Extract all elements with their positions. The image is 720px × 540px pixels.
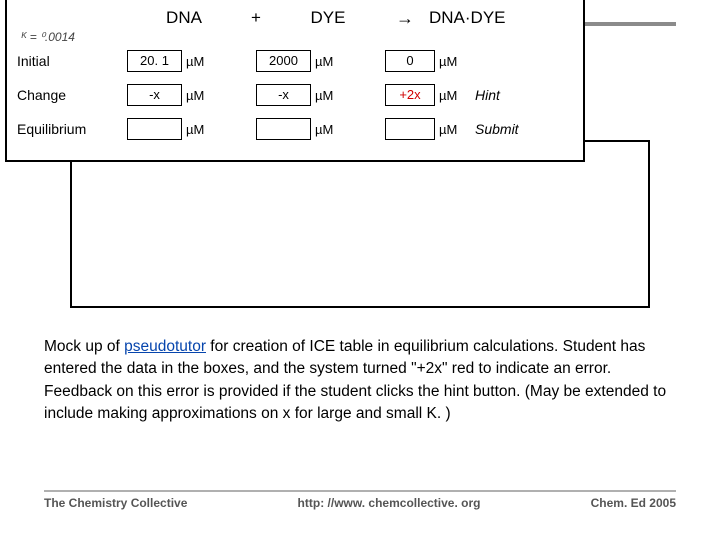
cell-change-c[interactable]: +2x: [385, 84, 435, 106]
arrow-icon: →: [385, 8, 425, 29]
cell-change-a[interactable]: -x: [127, 84, 182, 106]
species-product: DNA·DYE: [425, 8, 589, 28]
submit-button[interactable]: Submit: [469, 121, 539, 137]
k-value: ᴷ = ⁰.0014: [21, 30, 75, 44]
ice-table-shadow: [70, 140, 650, 308]
caption-link[interactable]: pseudotutor: [124, 338, 206, 355]
unit: µM: [311, 54, 345, 69]
unit: µM: [311, 122, 345, 137]
row-change: Change -x µM -x µM +2x µM Hint: [17, 80, 573, 110]
cell-initial-a[interactable]: 20. 1: [127, 50, 182, 72]
cell-initial-b[interactable]: 2000: [256, 50, 311, 72]
unit: µM: [182, 122, 216, 137]
unit: µM: [435, 54, 469, 69]
cell-eq-b[interactable]: [256, 118, 311, 140]
ice-table: DNA + DYE → DNA·DYE ᴷ = ⁰.0014 Initial 2…: [5, 0, 585, 162]
unit: µM: [435, 88, 469, 103]
unit: µM: [435, 122, 469, 137]
footer-center: http: //www. chemcollective. org: [298, 496, 481, 510]
cell-change-b[interactable]: -x: [256, 84, 311, 106]
row-equilibrium: Equilibrium µM µM µM Submit: [17, 114, 573, 144]
footer-left: The Chemistry Collective: [44, 496, 187, 510]
cell-eq-c[interactable]: [385, 118, 435, 140]
row-initial: Initial 20. 1 µM 2000 µM 0 µM: [17, 46, 573, 76]
row-label-change: Change: [17, 87, 127, 103]
species-dna: DNA: [127, 8, 241, 28]
equation-row: DNA + DYE → DNA·DYE: [17, 4, 573, 32]
footer-right: Chem. Ed 2005: [591, 496, 676, 510]
plus-sign: +: [241, 8, 271, 28]
cell-initial-c[interactable]: 0: [385, 50, 435, 72]
caption: Mock up of pseudotutor for creation of I…: [44, 336, 676, 426]
unit: µM: [182, 54, 216, 69]
caption-pre: Mock up of: [44, 338, 124, 355]
unit: µM: [182, 88, 216, 103]
row-label-initial: Initial: [17, 53, 127, 69]
species-dye: DYE: [271, 8, 385, 28]
unit: µM: [311, 88, 345, 103]
hint-button[interactable]: Hint: [469, 87, 539, 103]
cell-eq-a[interactable]: [127, 118, 182, 140]
row-label-equilibrium: Equilibrium: [17, 121, 127, 137]
footer: The Chemistry Collective http: //www. ch…: [44, 490, 676, 510]
